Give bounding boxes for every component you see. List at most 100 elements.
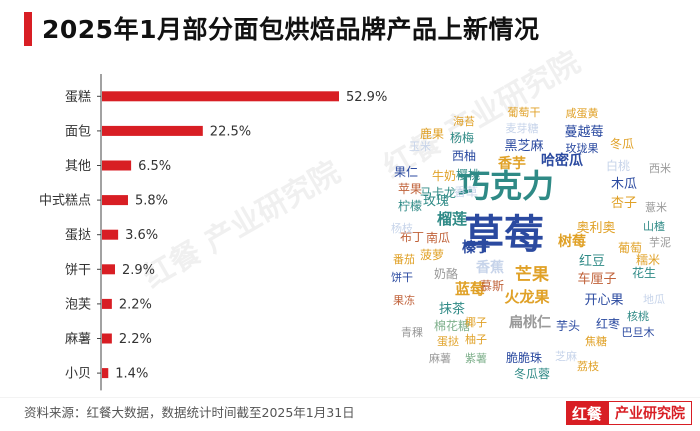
word: 鹿果 <box>420 126 444 141</box>
word: 车厘子 <box>577 271 616 287</box>
word: 香蕉 <box>475 259 504 276</box>
data-label: 2.2% <box>119 297 152 312</box>
bar <box>102 298 112 309</box>
word: 草莓 <box>464 212 544 258</box>
word: 蔓越莓 <box>564 125 603 140</box>
word: 巧克力 <box>458 167 554 205</box>
word: 玫瑰 <box>423 193 449 209</box>
bar-chart: 蛋糕 52.9% 面包 22.5% 其他 6.5% 中式糕点 5.8% 蛋挞 3.6% 饼干 2.9%… <box>0 70 400 400</box>
word: 榴莲 <box>437 210 467 228</box>
word: 海苔 <box>453 114 475 128</box>
bar <box>102 91 339 102</box>
data-label: 1.4% <box>115 367 148 382</box>
source-note: 资料来源：红餐大数据，数据统计时间截至2025年1月31日 <box>24 405 355 420</box>
word: 脆脆珠 <box>506 350 542 365</box>
word: 奥利奥 <box>576 221 615 236</box>
word: 树莓 <box>558 233 586 250</box>
word: 红枣 <box>596 316 620 331</box>
word: 柚子 <box>465 332 487 346</box>
data-label: 2.9% <box>122 263 155 278</box>
word: 冬瓜 <box>610 136 634 151</box>
word: 奶酪 <box>434 266 458 281</box>
word: 黑芝麻 <box>504 138 543 154</box>
category-label: 蛋挞 <box>65 227 91 243</box>
word: 果冻 <box>393 293 415 307</box>
word: 麦芽糖 <box>506 121 539 135</box>
word: 开心果 <box>584 293 623 308</box>
bar <box>102 368 109 379</box>
brand-name: 产业研究院 <box>608 401 692 425</box>
word: 荔枝 <box>577 359 599 373</box>
bar <box>102 229 119 240</box>
word: 棉花糖 <box>434 318 470 333</box>
word: 葡萄 <box>618 241 642 255</box>
word: 西米 <box>649 162 671 175</box>
word: 杨梅 <box>450 130 474 145</box>
word: 薏米 <box>645 201 667 214</box>
category-label: 中式糕点 <box>39 194 91 209</box>
word: 扁桃仁 <box>509 314 551 331</box>
word: 核桃 <box>627 309 649 323</box>
data-label: 5.8% <box>135 194 168 209</box>
word: 香芋 <box>497 155 526 172</box>
bar <box>102 264 115 275</box>
data-label: 3.6% <box>125 228 158 243</box>
data-label: 2.2% <box>119 332 152 347</box>
category-label: 小贝 <box>65 367 91 382</box>
word: 红豆 <box>579 253 605 269</box>
word: 糯米 <box>636 253 660 267</box>
word: 芋泥 <box>649 236 671 249</box>
word: 蛋挞 <box>437 334 459 348</box>
word: 马卡龙 <box>420 186 456 200</box>
word: 青稞 <box>401 325 423 339</box>
word: 芝麻 <box>555 349 577 363</box>
word: 玉米 <box>409 140 431 153</box>
bar <box>102 160 132 171</box>
data-label: 6.5% <box>138 159 171 174</box>
footer-divider <box>0 397 700 398</box>
brand-mark: 红餐 <box>565 401 608 425</box>
word: 椰子 <box>465 315 487 329</box>
data-label: 52.9% <box>346 90 387 105</box>
word: 麻薯 <box>429 351 451 365</box>
word: 山楂 <box>643 219 665 233</box>
word: 地瓜 <box>643 293 665 306</box>
word: 抹茶 <box>439 301 465 317</box>
word: 南瓜 <box>426 230 450 245</box>
bar <box>102 333 112 344</box>
word: 番茄 <box>393 252 415 266</box>
word: 西柚 <box>452 148 476 163</box>
bar-chart-svg: 蛋糕 52.9% 面包 22.5% 其他 6.5% 中式糕点 5.8% 蛋挞 3.6% 饼干 2.9%… <box>39 74 387 391</box>
word: 白桃 <box>606 158 630 173</box>
word: 木瓜 <box>611 177 637 192</box>
bar <box>102 195 128 206</box>
data-label: 22.5% <box>210 124 251 139</box>
word: 花生 <box>632 265 656 280</box>
word: 柠檬 <box>398 198 422 213</box>
brand-logo: 红餐 产业研究院 <box>565 401 692 425</box>
word: 牛奶 <box>432 168 456 183</box>
title-accent-bar <box>24 12 32 46</box>
word: 蓝莓 <box>455 280 485 298</box>
category-label: 面包 <box>65 124 91 139</box>
word-cloud: 草莓 巧克力 芒果 榴莲 蓝莓 火龙果 树莓 奥利奥 哈密瓜 香芋 榛子 车厘子 开心果 抹茶 黑芝麻 香蕉扁… <box>372 80 690 392</box>
word: 苹果 <box>398 182 422 196</box>
word: 葡萄干 <box>508 106 541 119</box>
word: 菠萝 <box>420 248 444 262</box>
word: 芒果 <box>515 264 549 285</box>
word: 咸蛋黄 <box>566 106 599 120</box>
word: 樱桃 <box>456 167 480 182</box>
word: 杨枝 <box>391 221 413 235</box>
word: 哈密瓜 <box>541 152 583 169</box>
word: 香草 <box>454 185 478 199</box>
word: 冬瓜蓉 <box>514 366 550 381</box>
category-label: 麻薯 <box>65 332 91 347</box>
word: 紫薯 <box>465 352 487 365</box>
word: 慕斯 <box>480 279 504 293</box>
word: 巴旦木 <box>622 326 655 339</box>
word: 焦糖 <box>585 334 607 348</box>
category-label: 饼干 <box>65 263 91 278</box>
word: 饼干 <box>391 270 413 284</box>
bar <box>102 125 203 136</box>
